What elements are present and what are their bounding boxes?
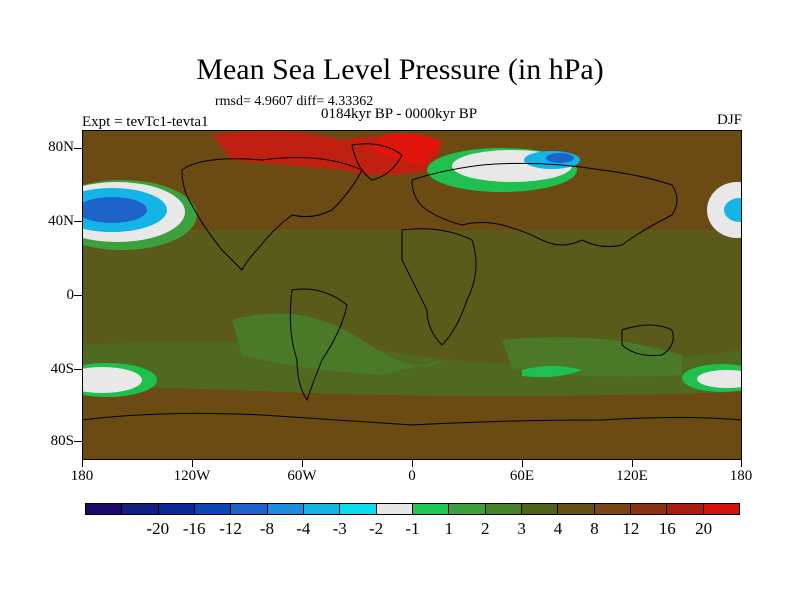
x-tick bbox=[82, 460, 83, 467]
y-tick bbox=[74, 221, 82, 222]
y-label: 40N bbox=[48, 213, 74, 229]
colorbar-label: -12 bbox=[219, 519, 242, 538]
y-tick bbox=[74, 148, 82, 149]
south-bright-patch bbox=[522, 366, 582, 378]
chart-title: Mean Sea Level Pressure (in hPa) bbox=[196, 53, 604, 86]
colorbar-swatch bbox=[122, 504, 159, 514]
north-pacific-low-blue bbox=[82, 197, 147, 223]
colorbar-swatch bbox=[267, 504, 304, 514]
x-tick bbox=[192, 460, 193, 467]
stats-label: rmsd= 4.9607 diff= 4.33362 bbox=[215, 94, 374, 109]
y-label: 0 bbox=[66, 287, 75, 303]
x-tick bbox=[302, 460, 303, 467]
colorbar-label: 20 bbox=[695, 519, 713, 538]
x-tick bbox=[632, 460, 633, 467]
colorbar-swatch bbox=[630, 504, 668, 514]
x-label: 180 bbox=[70, 468, 94, 484]
colorbar-label: -2 bbox=[369, 519, 384, 538]
south-america-outline bbox=[289, 288, 348, 402]
x-tick bbox=[522, 460, 523, 467]
colorbar-swatch bbox=[521, 504, 559, 514]
colorbar-swatch bbox=[558, 504, 595, 514]
colorbar-label: 2 bbox=[481, 519, 490, 538]
x-label: 0 bbox=[408, 468, 416, 484]
pressure-anomaly-map bbox=[82, 130, 742, 460]
colorbar-swatch bbox=[376, 504, 413, 514]
colorbar-label: -8 bbox=[259, 519, 275, 538]
colorbar-label: 16 bbox=[658, 519, 676, 538]
y-label: 80N bbox=[48, 139, 74, 155]
colorbar-label: -16 bbox=[182, 519, 206, 538]
colorbar-swatch bbox=[485, 504, 522, 514]
europe-asia-outline bbox=[411, 162, 678, 248]
greenland-outline bbox=[351, 143, 403, 181]
y-label: 80S bbox=[50, 433, 74, 449]
colorbar-label: -20 bbox=[146, 519, 170, 538]
south-indian-low-white bbox=[697, 370, 742, 388]
y-tick bbox=[74, 369, 82, 370]
x-label: 180 bbox=[729, 468, 753, 484]
colorbar-swatch bbox=[158, 504, 195, 514]
experiment-label: Expt = tevTc1-tevta1 bbox=[82, 114, 209, 130]
y-label: 40S bbox=[50, 361, 74, 377]
colorbar-label: 1 bbox=[444, 519, 454, 538]
colorbar-swatch bbox=[194, 504, 232, 514]
colorbar-swatch bbox=[412, 504, 450, 514]
australia-outline bbox=[621, 324, 674, 356]
x-label: 60W bbox=[287, 468, 317, 484]
colorbar-label: 12 bbox=[622, 519, 640, 538]
x-label: 60E bbox=[509, 468, 535, 484]
colorbar-label: 3 bbox=[517, 519, 526, 538]
colorbar-label: -1 bbox=[405, 519, 420, 538]
east-pacific-low-cyan bbox=[724, 198, 742, 222]
africa-outline bbox=[401, 228, 477, 346]
map-frame bbox=[82, 130, 742, 460]
colorbar-swatch bbox=[667, 504, 704, 514]
y-tick bbox=[74, 295, 82, 296]
antarctic-region bbox=[82, 400, 742, 460]
colorbar-swatch bbox=[594, 504, 631, 514]
colorbar-swatch bbox=[703, 504, 739, 514]
colorbar-swatch bbox=[449, 504, 486, 514]
x-tick bbox=[412, 460, 413, 467]
period-label: 0184kyr BP - 0000kyr BP bbox=[321, 106, 478, 122]
colorbar-swatch bbox=[303, 504, 341, 514]
continent-outlines bbox=[82, 143, 742, 426]
colorbar-label: -4 bbox=[296, 519, 311, 538]
x-label: 120E bbox=[616, 468, 648, 484]
season-label: DJF bbox=[716, 112, 742, 128]
south-green-patch bbox=[232, 313, 442, 375]
colorbar-swatch bbox=[86, 504, 123, 514]
colorbar bbox=[85, 503, 740, 515]
colorbar-label: 8 bbox=[590, 519, 599, 538]
north-america-outline bbox=[181, 157, 363, 271]
arctic-red-core bbox=[372, 133, 442, 165]
colorbar-label: 4 bbox=[553, 519, 563, 538]
x-label: 120W bbox=[173, 468, 211, 484]
x-tick bbox=[741, 460, 742, 467]
y-tick bbox=[74, 441, 82, 442]
antarctica-outline bbox=[82, 412, 742, 426]
colorbar-swatch bbox=[340, 504, 377, 514]
colorbar-label: -3 bbox=[332, 519, 347, 538]
south-pacific-low-white bbox=[82, 367, 142, 393]
siberia-low-blue bbox=[546, 153, 574, 163]
colorbar-swatch bbox=[231, 504, 268, 514]
